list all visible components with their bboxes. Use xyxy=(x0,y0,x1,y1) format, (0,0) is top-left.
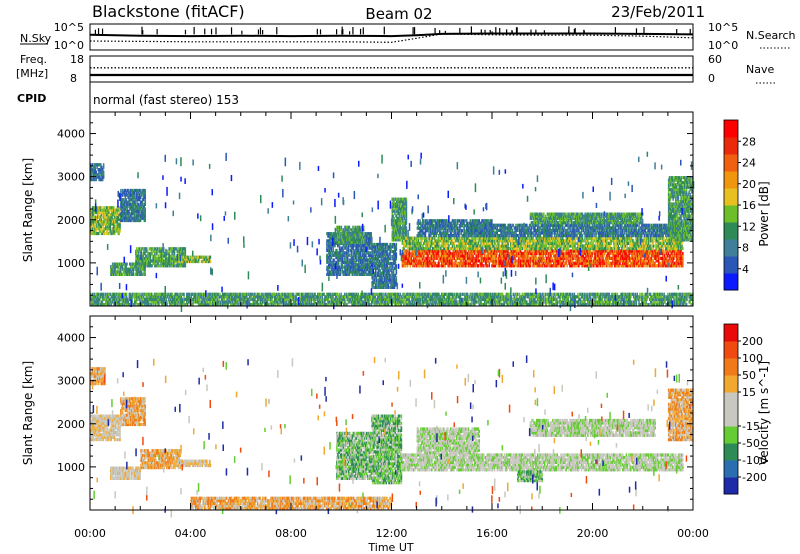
radar-summary-plot: Blackstone (fitACF) Beam 02 23/Feb/2011 … xyxy=(0,0,800,554)
cell-8 xyxy=(396,276,397,279)
n-search-label: N.Search xyxy=(746,29,796,42)
freq-tick-bottom: 8 xyxy=(70,72,77,85)
cell-6 xyxy=(349,254,351,257)
nave-label: Nave xyxy=(746,63,774,76)
cell-1 xyxy=(94,206,95,209)
cell-9 xyxy=(393,198,394,201)
cell-3 xyxy=(126,263,128,266)
freq-nave-panel: Freq. [MHz] 18 8 60 0 Nave xyxy=(16,53,776,85)
sky-search-panel: N.Sky 10^5 10^0 10^5 10^0 N.Search xyxy=(20,21,796,52)
freq-tick-top: 18 xyxy=(70,53,84,66)
cell-8 xyxy=(396,252,397,255)
cell-11 xyxy=(427,237,428,240)
cell-6 xyxy=(371,232,373,235)
cell-0 xyxy=(103,171,105,174)
freq-nave-frame xyxy=(90,56,693,82)
cpid-label: CPID xyxy=(17,92,46,105)
cell-1 xyxy=(104,232,105,235)
cell-8 xyxy=(396,264,397,267)
beam-title: Beam 02 xyxy=(365,5,432,23)
cell-4 xyxy=(185,247,186,250)
n-sky-tick-top: 10^5 xyxy=(54,21,84,34)
series-line-0 xyxy=(90,34,693,37)
n-search-tick-top: 10^5 xyxy=(708,21,738,34)
cell-7 xyxy=(358,241,359,244)
cell-8 xyxy=(396,243,397,246)
cell-2 xyxy=(144,207,145,210)
cell-2 xyxy=(120,189,121,192)
cell-10 xyxy=(439,264,440,267)
cell-9 xyxy=(406,226,407,229)
cell-11 xyxy=(414,237,415,240)
cell-10 xyxy=(487,264,488,267)
power-data xyxy=(90,152,694,312)
cell-10 xyxy=(478,264,479,267)
cell-10 xyxy=(682,252,683,255)
n-sky-tick-bottom: 10^0 xyxy=(54,39,84,52)
cell-5 xyxy=(210,260,211,263)
freq-label: Freq. xyxy=(20,53,47,66)
nave-tick-top: 60 xyxy=(708,53,722,66)
cell-2 xyxy=(144,189,145,192)
cell-10 xyxy=(483,264,484,267)
date-title: 23/Feb/2011 xyxy=(611,3,705,21)
freq-nave-lines xyxy=(90,68,693,75)
cell-8 xyxy=(390,255,391,258)
cell-7 xyxy=(341,226,342,229)
n-search-tick-bottom: 10^0 xyxy=(708,39,738,52)
cell-4 xyxy=(157,247,158,250)
sky-search-lines xyxy=(90,26,693,42)
cell-9 xyxy=(406,198,407,201)
cpid-text: normal (fast stereo) 153 xyxy=(93,93,239,107)
nave-tick-bottom: 0 xyxy=(708,72,715,85)
station-title: Blackstone (fitACF) xyxy=(92,2,245,21)
cell-10 xyxy=(566,264,567,267)
cell-11 xyxy=(403,237,404,240)
cell-5 xyxy=(210,256,211,259)
cell-4 xyxy=(159,264,160,267)
cell-0 xyxy=(103,163,105,166)
cell-7 xyxy=(363,233,364,236)
n-sky-label: N.Sky xyxy=(20,32,52,45)
freq-unit-label: [MHz] xyxy=(16,67,48,80)
